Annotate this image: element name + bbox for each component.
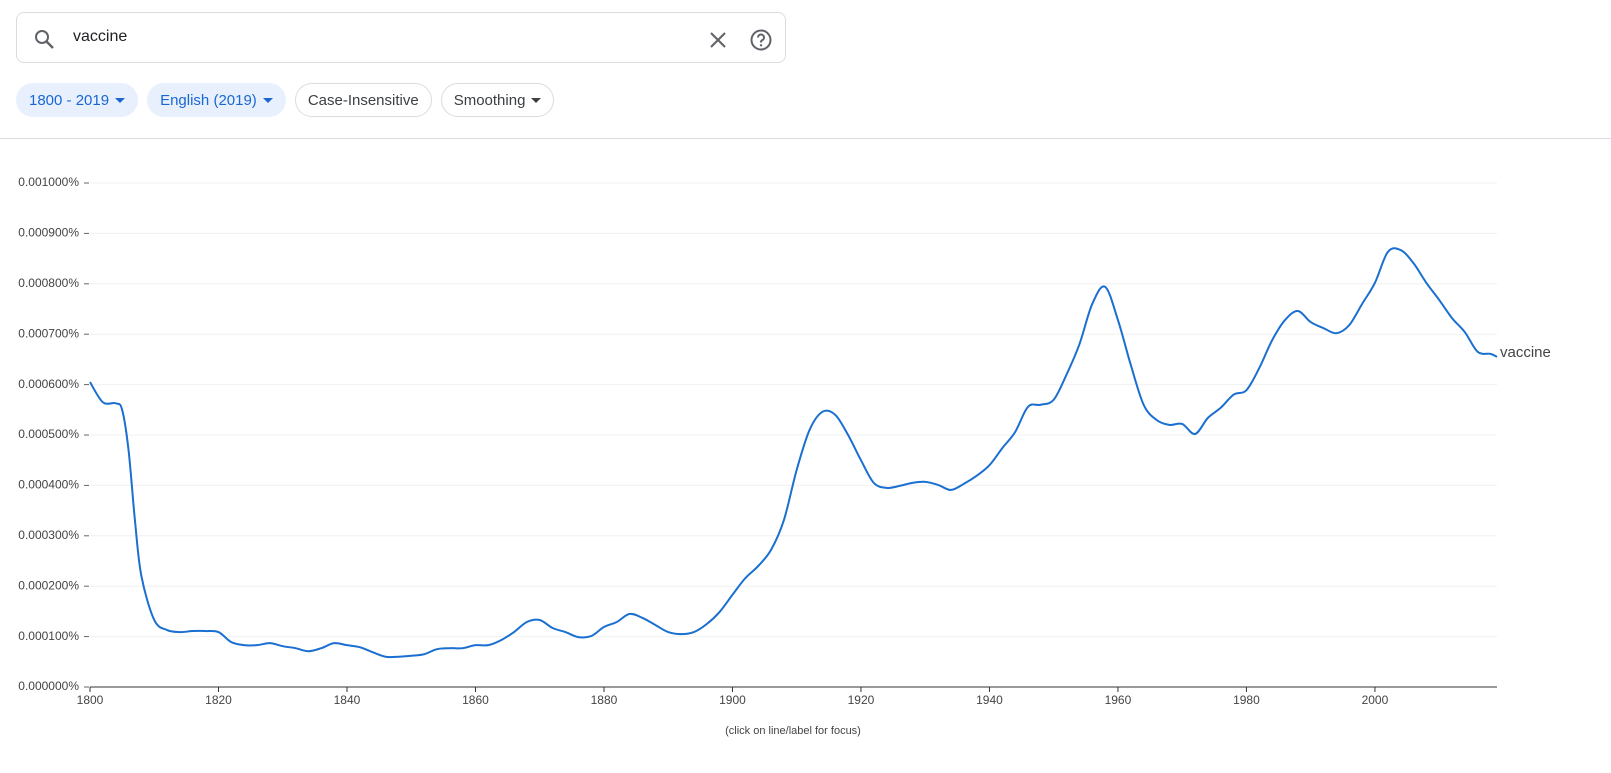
search-query[interactable]: vaccine xyxy=(73,28,128,45)
chip[interactable]: Case-Insensitive xyxy=(294,83,432,117)
y-tick-label: 0.000100% xyxy=(18,629,79,643)
search-box[interactable]: vaccine xyxy=(16,12,786,63)
x-tick-label: 1820 xyxy=(205,693,232,707)
y-tick-label: 0.000500% xyxy=(18,427,79,441)
y-tick-label: 0.000900% xyxy=(18,226,79,240)
y-tick-label: 0.000200% xyxy=(18,578,79,592)
y-tick-label: 0.000000% xyxy=(18,679,79,693)
dropdown-arrow xyxy=(531,97,542,103)
x-tick-label: 1880 xyxy=(591,693,618,707)
chip-label: English (2019) xyxy=(160,91,257,109)
x-tick-label: 2000 xyxy=(1362,693,1389,707)
series-label[interactable]: vaccine xyxy=(1500,344,1551,361)
y-tick-label: 0.000400% xyxy=(18,478,79,492)
y-tick-label: 0.000300% xyxy=(18,528,79,542)
chip[interactable]: English (2019) xyxy=(147,83,286,117)
chip[interactable]: Smoothing xyxy=(440,83,555,117)
chip-label: 1800 - 2019 xyxy=(29,91,110,109)
search-icon xyxy=(35,30,54,49)
chip[interactable]: 1800 - 2019 xyxy=(16,83,139,117)
chip-row: 1800 - 2019 English (2019) Case-Insensit… xyxy=(16,83,555,117)
x-tick-label: 1860 xyxy=(462,693,489,707)
help-icon[interactable] xyxy=(749,28,773,52)
y-tick-label: 0.000800% xyxy=(18,276,79,290)
y-tick-label: 0.000700% xyxy=(18,326,79,340)
dropdown-arrow xyxy=(262,97,273,103)
x-tick-label: 1980 xyxy=(1233,693,1260,707)
x-tick-label: 1960 xyxy=(1105,693,1132,707)
chip-label: Smoothing xyxy=(453,91,526,109)
x-tick-label: 1900 xyxy=(719,693,746,707)
footer-note: (click on line/label for focus) xyxy=(725,725,861,737)
y-tick-label: 0.001000% xyxy=(18,175,79,189)
y-tick-label: 0.000600% xyxy=(18,377,79,391)
x-tick-label: 1840 xyxy=(334,693,361,707)
chip-label: Case-Insensitive xyxy=(307,91,419,109)
dropdown-arrow xyxy=(115,97,126,103)
divider xyxy=(0,138,1611,139)
clear-icon[interactable] xyxy=(709,31,727,49)
x-tick-label: 1940 xyxy=(976,693,1003,707)
series-line[interactable] xyxy=(89,247,1498,659)
x-tick-label: 1920 xyxy=(848,693,875,707)
x-tick-label: 1800 xyxy=(77,693,104,707)
